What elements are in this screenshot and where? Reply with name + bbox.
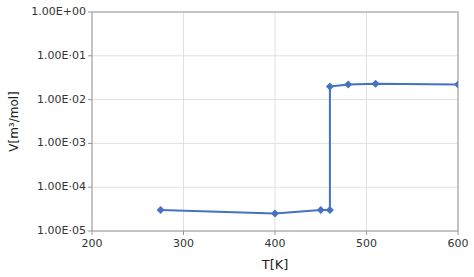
data-line	[161, 84, 458, 214]
data-point	[157, 206, 165, 214]
axes: 1.00E·05 1.00E·04 1.00E·03 1.00E·02 1.00E·01…	[31, 5, 468, 250]
x-tick-label: 200	[82, 237, 103, 250]
y-tick-label: 1.00E·01	[37, 49, 86, 62]
x-grid-line	[366, 12, 367, 231]
x-grid-line	[275, 12, 276, 231]
y-tick-label: 1.00E·05	[37, 224, 86, 237]
data-layer	[157, 80, 458, 218]
data-point	[326, 82, 334, 90]
y-tick-label: 1.00E·04	[37, 180, 86, 193]
y-tick	[88, 55, 92, 56]
y-tick	[88, 99, 92, 100]
x-tick-label: 500	[356, 237, 377, 250]
chart-svg: 1.00E·05 1.00E·04 1.00E·03 1.00E·02 1.00E·01…	[0, 0, 474, 277]
y-tick	[88, 143, 92, 144]
chart-container: 1.00E·05 1.00E·04 1.00E·03 1.00E·02 1.00E·01…	[0, 0, 474, 277]
data-point	[454, 81, 458, 89]
x-axis-label: T[K]	[261, 257, 289, 272]
data-point	[326, 206, 334, 214]
y-axis-label: V[m³/mol]	[7, 91, 21, 151]
y-tick	[88, 12, 92, 13]
data-point	[271, 210, 279, 218]
data-point	[317, 206, 325, 214]
x-tick	[92, 231, 93, 235]
y-tick-label: 1.00E·02	[37, 93, 86, 106]
y-tick	[88, 187, 92, 188]
x-grid-line	[183, 12, 184, 231]
plot-frame	[92, 12, 458, 231]
x-tick	[275, 231, 276, 235]
x-tick	[458, 231, 459, 235]
x-tick-label: 300	[173, 237, 194, 250]
x-tick	[366, 231, 367, 235]
x-tick-label: 600	[448, 237, 469, 250]
page: {"chart_data": {"type": "line", "x": [27…	[0, 0, 474, 277]
data-point	[344, 81, 352, 89]
x-tick-label: 400	[265, 237, 286, 250]
y-tick-label: 1.00E·03	[37, 136, 86, 149]
x-tick	[183, 231, 184, 235]
y-tick	[88, 231, 92, 232]
grid	[92, 12, 458, 231]
y-tick-label: 1.00E+00	[31, 5, 86, 18]
data-point	[372, 80, 380, 88]
